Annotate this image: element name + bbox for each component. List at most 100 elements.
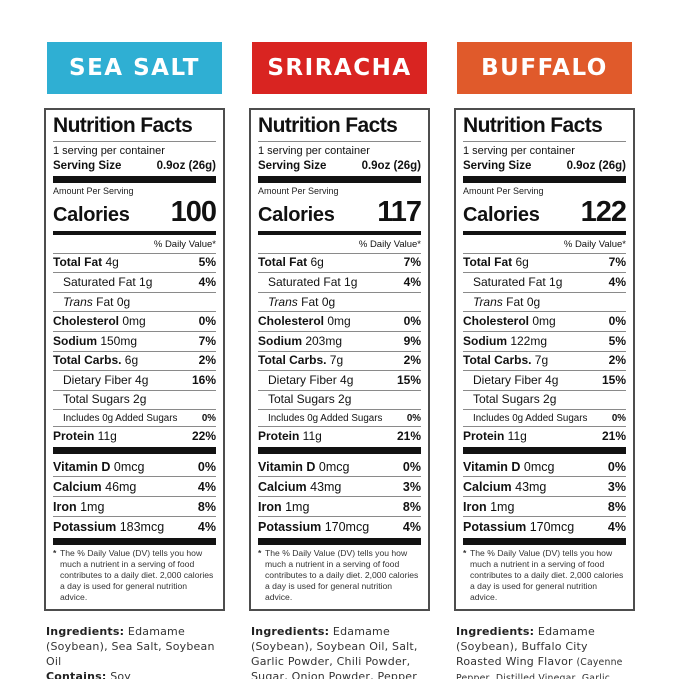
nutrient-row: Sodium 150mg 7% — [53, 332, 216, 352]
nutrient-name: Potassium 183mcg — [53, 520, 165, 535]
daily-value-percent: 3% — [402, 479, 421, 494]
flavor-column-sriracha: SRIRACHA Nutrition Facts 1 serving per c… — [249, 42, 430, 679]
nutrient-row: Total Sugars 2g — [463, 391, 626, 411]
daily-value-percent: 16% — [191, 372, 216, 387]
nutrient-name: Protein 11g — [463, 429, 527, 444]
flavor-banner: SRIRACHA — [252, 42, 427, 94]
nutrient-name: Potassium 170mcg — [463, 520, 575, 535]
daily-value-percent: 5% — [198, 255, 216, 270]
serving-size-row: Serving Size 0.9oz (26g) — [258, 160, 421, 172]
calories-row: Calories 100 — [53, 196, 217, 229]
nutrient-name: Vitamin D 0mcg — [53, 459, 145, 474]
ingredients-text-segment: Contains: — [46, 670, 107, 679]
nutrient-name: Trans Fat 0g — [63, 294, 131, 309]
contains-line: Contains: Soy — [46, 669, 223, 679]
daily-value-percent: 4% — [608, 274, 626, 289]
daily-value-percent: 8% — [197, 499, 216, 514]
ingredients-block: Ingredients: Edamame (Soybean), Soybean … — [251, 624, 428, 679]
nutrient-name: Protein 11g — [53, 429, 117, 444]
nutrient-row: Dietary Fiber 4g 15% — [258, 371, 421, 391]
nutrient-row: Dietary Fiber 4g 15% — [463, 371, 626, 391]
nutrient-name: Calcium 43mg — [258, 479, 342, 494]
serving-size-label: Serving Size — [53, 159, 122, 172]
ingredients-block: Ingredients: Edamame (Soybean), Buffalo … — [456, 624, 633, 679]
ingredients-text-segment: (Cayenne Pepper, Distilled Vinegar, Garl… — [456, 656, 623, 679]
ingredients-text-segment: Ingredients: — [46, 624, 125, 638]
daily-value-percent: 0% — [403, 314, 421, 329]
nutrient-rows: Total Fat 4g 5% Saturated Fat 1g 4% Trans Fa… — [53, 254, 216, 446]
ingredients-line: Ingredients: Edamame (Soybean), Soybean … — [251, 624, 428, 679]
nutrient-name: Total Sugars 2g — [63, 392, 147, 407]
nutrient-name: Sodium 203mg — [258, 333, 343, 348]
daily-value-percent: 0% — [608, 314, 626, 329]
flavor-banner: BUFFALO — [457, 42, 632, 94]
nutrient-name: Saturated Fat 1g — [63, 274, 153, 289]
daily-value-percent: 4% — [198, 274, 216, 289]
nutrient-row: Protein 11g 21% — [258, 427, 421, 446]
nutrient-name: Sodium 150mg — [53, 333, 138, 348]
footnote-asterisk: * — [53, 547, 57, 558]
footnote-text: The % Daily Value (DV) tells you how muc… — [265, 547, 419, 602]
flavor-banner: SEA SALT — [47, 42, 222, 94]
daily-value-footnote: * The % Daily Value (DV) tells you how m… — [53, 548, 216, 603]
nutrient-name: Includes 0g Added Sugars — [63, 412, 178, 424]
calories-label: Calories — [258, 203, 335, 226]
divider-bar — [53, 447, 216, 454]
nutrient-row: Vitamin D 0mcg 0% — [258, 457, 421, 478]
nutrient-name: Saturated Fat 1g — [473, 274, 563, 289]
nutrient-row: Cholesterol 0mg 0% — [258, 312, 421, 333]
nutrient-row: Calcium 43mg 3% — [258, 477, 421, 498]
daily-value-header: % Daily Value* — [258, 237, 421, 254]
nutrient-row: Vitamin D 0mcg 0% — [463, 457, 626, 478]
nutrient-row: Sodium 203mg 9% — [258, 332, 421, 352]
nutrient-name: Iron 1mg — [258, 499, 310, 514]
nutrient-row: Iron 1mg 8% — [258, 497, 421, 518]
nutrient-name: Iron 1mg — [53, 499, 105, 514]
nutrient-name: Trans Fat 0g — [473, 294, 541, 309]
nutrient-row: Calcium 46mg 4% — [53, 477, 216, 498]
vitamin-rows: Vitamin D 0mcg 0% Calcium 43mg 3% Iron 1mg 8%… — [258, 457, 421, 537]
daily-value-percent: 5% — [608, 333, 626, 348]
nutrient-row: Saturated Fat 1g 4% — [53, 273, 216, 293]
nutrient-name: Sodium 122mg — [463, 333, 548, 348]
divider-bar — [463, 230, 626, 235]
nutrient-name: Total Fat 4g — [53, 255, 119, 270]
nutrient-name: Total Sugars 2g — [473, 392, 557, 407]
footnote-text: The % Daily Value (DV) tells you how muc… — [470, 547, 624, 602]
nutrient-name: Vitamin D 0mcg — [463, 459, 555, 474]
daily-value-percent: 21% — [396, 429, 421, 444]
nutrient-row: Trans Fat 0g — [463, 293, 626, 313]
daily-value-percent: 7% — [198, 333, 216, 348]
nutrient-name: Vitamin D 0mcg — [258, 459, 350, 474]
nutrient-row: Iron 1mg 8% — [53, 497, 216, 518]
amount-per-serving-label: Amount Per Serving — [258, 185, 339, 196]
ingredients-text-segment: Edamame (Soybean), Sea Salt, Soybean Oil — [46, 624, 215, 668]
nutrient-row: Total Carbs. 6g 2% — [53, 352, 216, 372]
daily-value-percent: 0% — [402, 459, 421, 474]
divider-bar — [463, 537, 626, 545]
daily-value-footnote: * The % Daily Value (DV) tells you how m… — [258, 548, 421, 603]
divider-bar — [258, 175, 421, 183]
serving-size-label: Serving Size — [258, 159, 327, 172]
ingredients-text-segment: Ingredients: — [251, 624, 330, 638]
nutrient-name: Iron 1mg — [463, 499, 515, 514]
daily-value-footnote: * The % Daily Value (DV) tells you how m… — [463, 548, 626, 603]
nutrient-row: Total Sugars 2g — [53, 391, 216, 411]
nutrient-row: Cholesterol 0mg 0% — [53, 312, 216, 333]
flavor-column-sea-salt: SEA SALT Nutrition Facts 1 serving per c… — [44, 42, 225, 679]
calories-label: Calories — [463, 203, 540, 226]
daily-value-header: % Daily Value* — [463, 237, 626, 254]
nutrient-row: Total Sugars 2g — [258, 391, 421, 411]
footnote-text: The % Daily Value (DV) tells you how muc… — [60, 547, 214, 602]
ingredients-text-segment: Ingredients: — [456, 624, 535, 638]
nutrient-name: Dietary Fiber 4g — [473, 372, 559, 387]
nutrient-row: Potassium 170mcg 4% — [463, 517, 626, 536]
serving-size-value: 0.9oz (26g) — [156, 159, 216, 172]
nutrient-row: Sodium 122mg 5% — [463, 332, 626, 352]
nutrient-name: Total Sugars 2g — [268, 392, 352, 407]
flavor-banner-label: SEA SALT — [69, 55, 200, 81]
ingredients-line: Ingredients: Edamame (Soybean), Sea Salt… — [46, 624, 223, 670]
daily-value-percent: 21% — [601, 429, 626, 444]
daily-value-percent: 4% — [402, 520, 421, 535]
